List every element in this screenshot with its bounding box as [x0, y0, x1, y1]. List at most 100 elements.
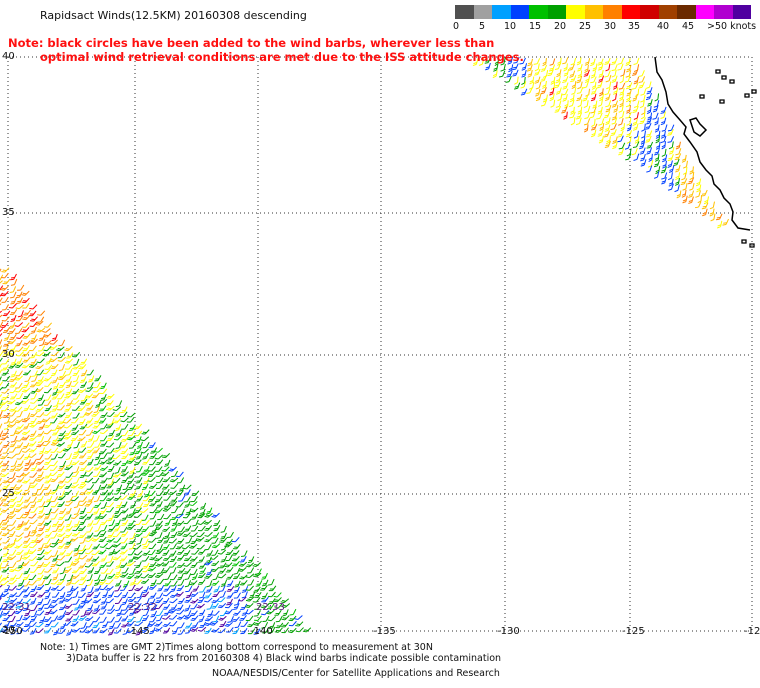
wind-barb	[148, 549, 156, 556]
wind-barb	[79, 544, 86, 552]
scale-swatch	[640, 5, 659, 19]
wind-barb	[30, 537, 38, 543]
wind-barb	[185, 508, 192, 516]
wind-barb	[184, 580, 192, 588]
wind-barb	[71, 429, 80, 436]
wind-barb	[36, 441, 45, 448]
wind-barb	[192, 585, 200, 592]
wind-barb	[91, 411, 100, 417]
wind-barb	[227, 616, 234, 623]
wind-barb	[199, 502, 207, 510]
wind-barb	[0, 435, 9, 441]
wind-barb	[43, 345, 52, 352]
wind-barb	[36, 327, 46, 333]
wind-barb	[108, 622, 116, 630]
wind-barb	[120, 442, 128, 449]
wind-barb	[2, 358, 10, 365]
wind-barb	[50, 496, 59, 503]
wind-barb	[0, 416, 3, 422]
wind-barb	[56, 579, 65, 586]
wind-barb	[0, 339, 3, 346]
wind-barb	[526, 87, 533, 94]
wind-barb	[85, 537, 94, 543]
wind-barb	[289, 608, 297, 616]
wind-barb	[21, 430, 31, 435]
wind-barb	[722, 218, 729, 226]
wind-barb	[205, 586, 213, 593]
wind-barb	[161, 484, 170, 490]
wind-barb	[638, 70, 645, 77]
wind-barb	[42, 561, 51, 567]
wind-barb	[212, 591, 220, 598]
wind-barb	[50, 508, 59, 514]
wind-barb	[0, 410, 3, 419]
wind-barb	[23, 422, 30, 430]
wind-barb	[155, 471, 164, 477]
wind-barb	[29, 478, 38, 484]
wind-barb	[15, 448, 23, 455]
wind-barb	[35, 476, 45, 482]
wind-barb	[605, 117, 611, 126]
wind-barb	[154, 524, 163, 531]
wind-barb	[211, 580, 220, 586]
wind-barb	[142, 542, 150, 549]
lake-outline	[741, 239, 747, 244]
wind-barb	[149, 507, 158, 514]
wind-barb	[49, 357, 58, 363]
wind-barb	[238, 566, 247, 572]
latitude-label: 25	[2, 488, 15, 499]
wind-barb	[122, 483, 130, 491]
wind-barb	[176, 520, 185, 526]
wind-barb	[701, 189, 708, 197]
wind-barb	[197, 512, 206, 519]
wind-barb	[31, 375, 38, 383]
scale-label: 35	[628, 21, 641, 32]
wind-barb	[211, 566, 220, 572]
wind-barb	[121, 453, 129, 459]
wind-barb	[640, 153, 646, 162]
wind-barb	[106, 435, 115, 441]
wind-barb	[23, 369, 31, 376]
wind-barb	[30, 398, 39, 404]
wind-barb	[15, 304, 24, 310]
wind-barb	[219, 590, 226, 598]
wind-barb	[175, 591, 184, 597]
wind-barb	[24, 484, 31, 492]
wind-barb	[65, 591, 74, 597]
wind-barb	[28, 549, 37, 555]
wind-barb	[625, 58, 631, 66]
wind-barb	[163, 585, 171, 592]
wind-barb	[9, 496, 18, 502]
wind-barb	[79, 518, 87, 526]
wind-barb	[191, 573, 198, 581]
wind-barb	[22, 381, 30, 389]
wind-barb	[142, 562, 150, 569]
wind-barb	[43, 429, 53, 435]
wind-barb	[584, 105, 591, 114]
wind-barb	[21, 322, 30, 328]
wind-barb	[121, 591, 129, 599]
wind-barb	[135, 561, 142, 569]
wind-barb	[98, 398, 108, 404]
wind-barb	[78, 483, 87, 489]
wind-barb	[30, 501, 37, 509]
wind-barb	[51, 334, 58, 342]
longitude-label: -145	[127, 626, 150, 637]
wind-barb	[43, 448, 52, 454]
wind-barb	[10, 291, 17, 299]
wind-barb	[72, 490, 80, 498]
longitude-label: -125	[622, 626, 645, 637]
wind-barb	[36, 454, 44, 460]
wind-barb	[161, 560, 170, 567]
wind-barb	[8, 585, 17, 591]
wind-barb	[617, 135, 624, 143]
note-line-2: optimal wind retrieval conditions are me…	[40, 50, 524, 64]
wind-barb	[0, 321, 4, 329]
wind-barb	[584, 64, 589, 73]
wind-barb	[111, 549, 121, 555]
wind-barb	[156, 490, 164, 496]
wind-barb	[92, 488, 100, 495]
wind-barb	[71, 417, 79, 424]
wind-barb	[134, 596, 142, 603]
wind-barb	[43, 549, 52, 555]
